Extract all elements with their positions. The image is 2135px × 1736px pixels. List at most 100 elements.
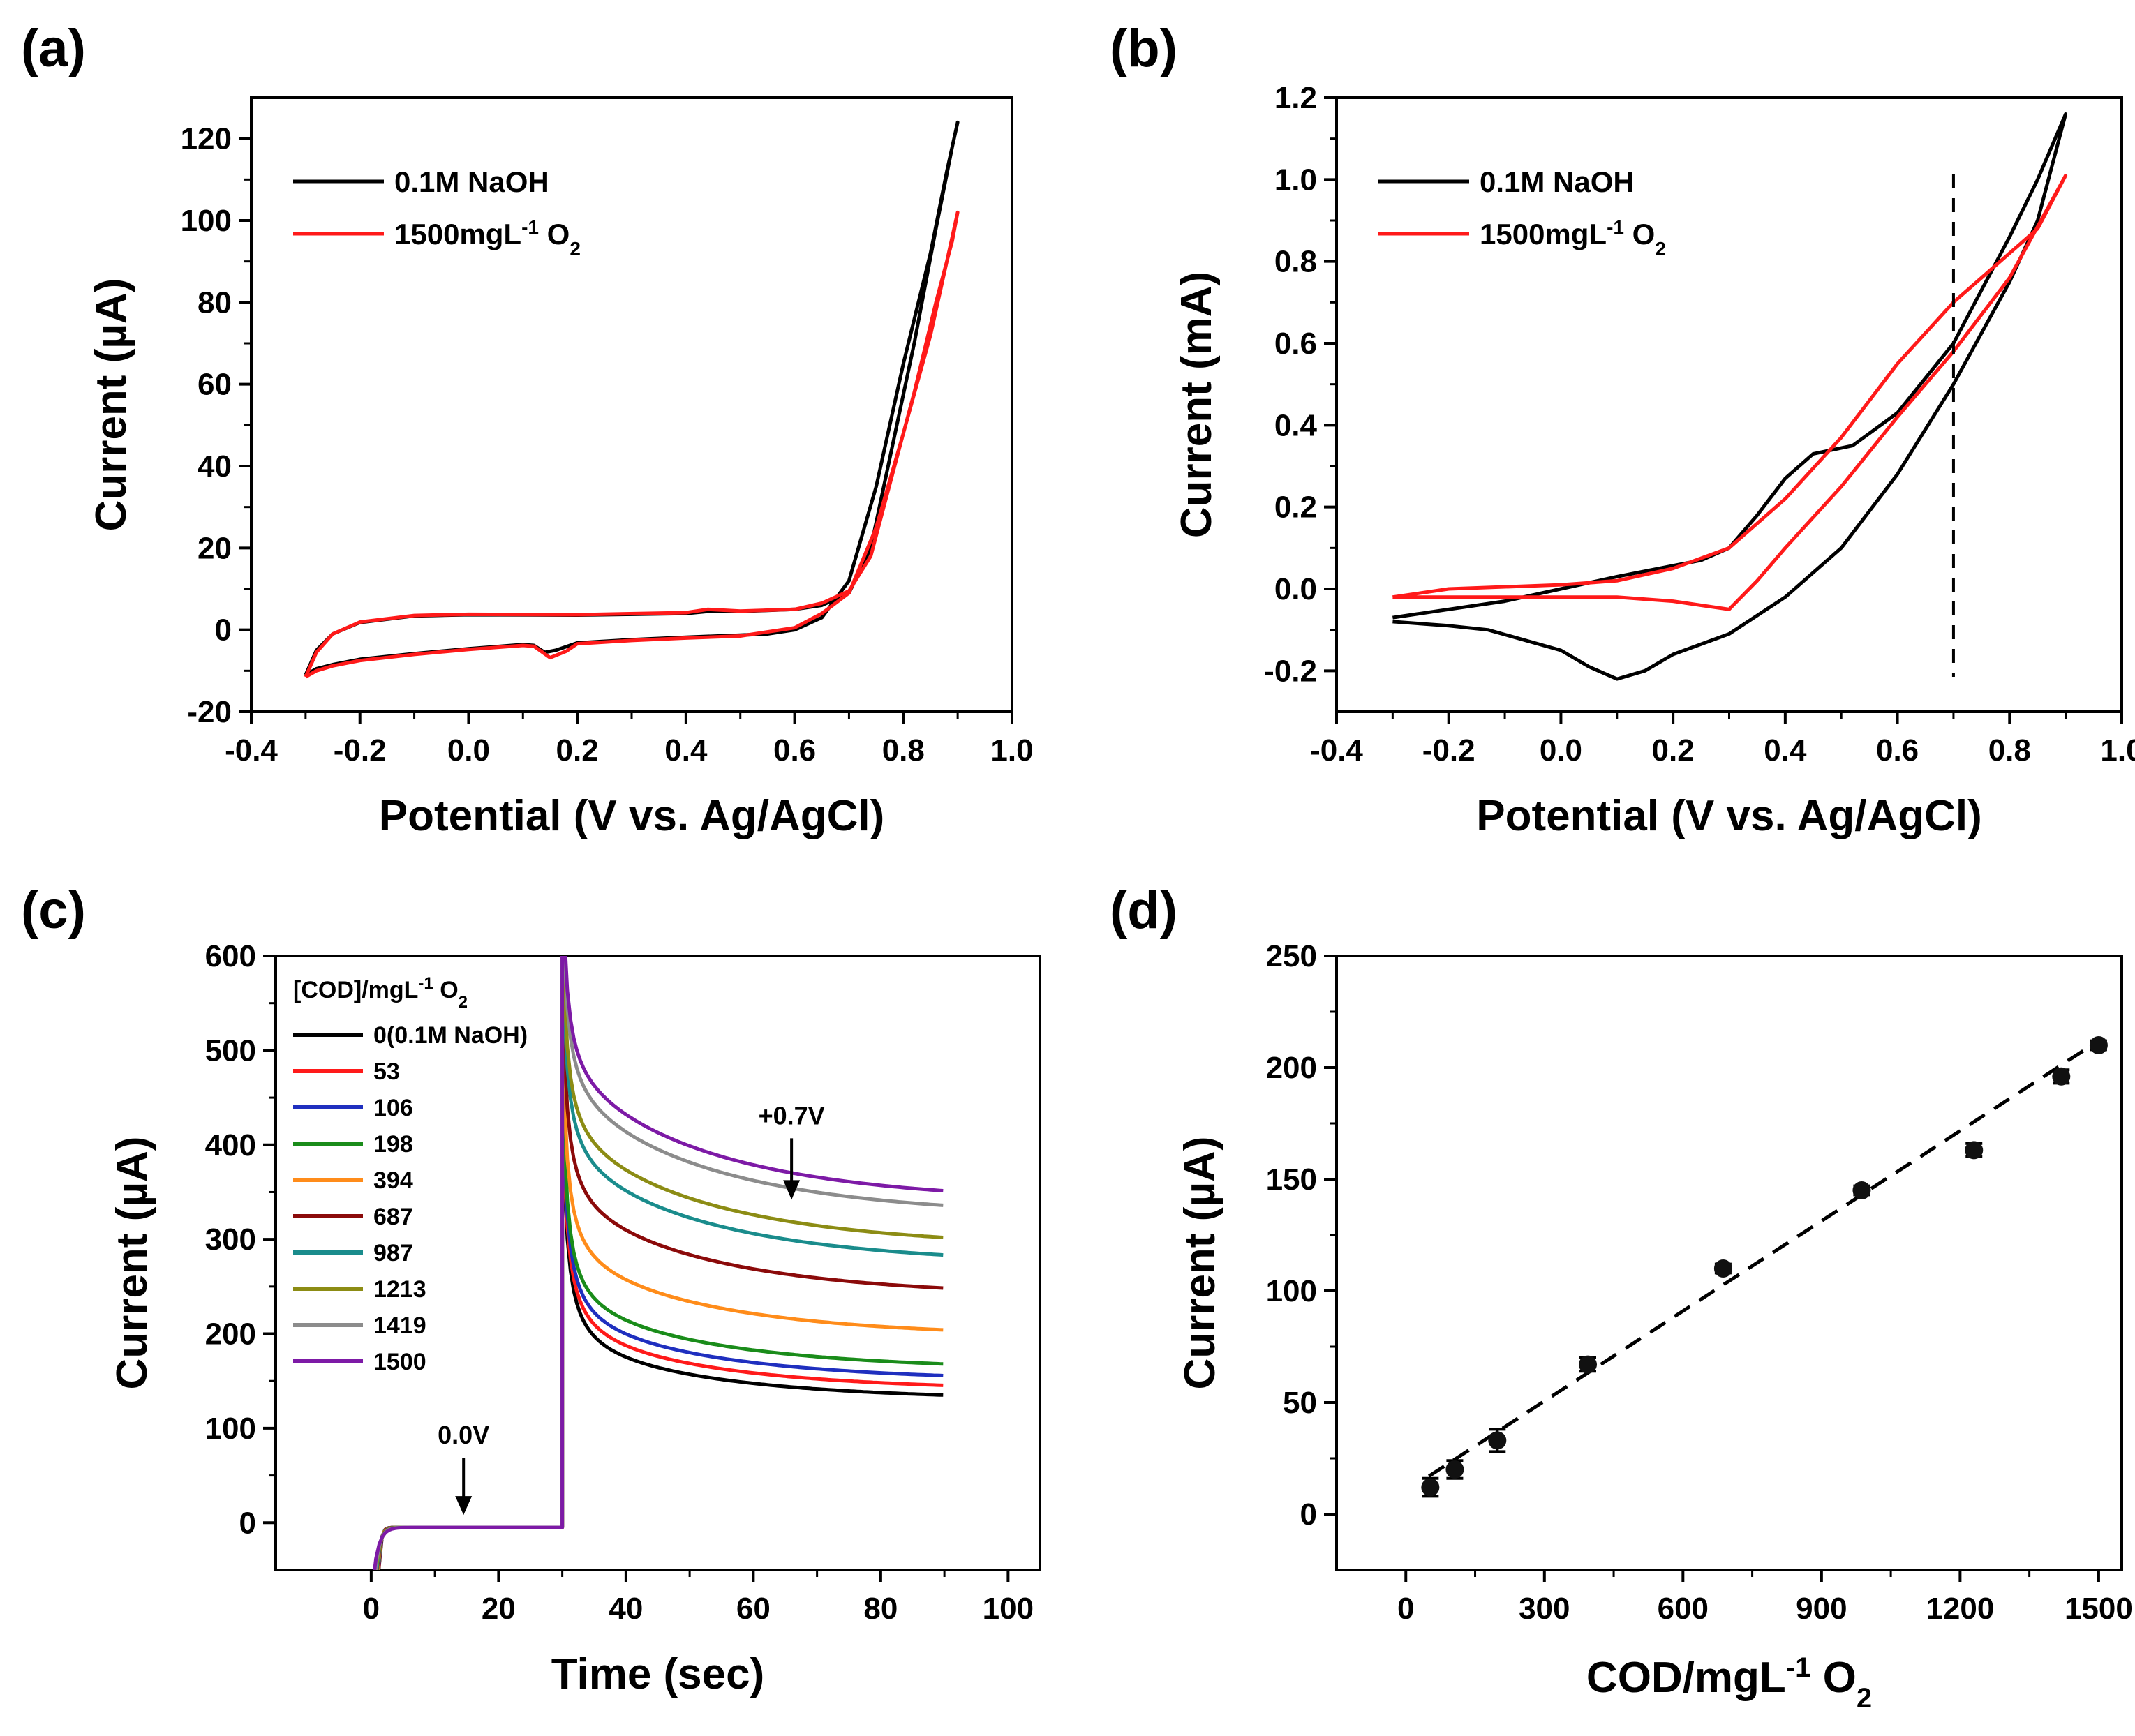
y-axis-title: Current (µA) xyxy=(108,1137,156,1390)
y-tick-label: 50 xyxy=(1283,1386,1317,1420)
legend-label: 0.1M NaOH xyxy=(1480,165,1635,198)
data-point xyxy=(1713,1259,1732,1278)
data-point xyxy=(1421,1478,1440,1497)
legend-title: [COD]/mgL-1 O2 xyxy=(293,974,468,1012)
panel-b: (b) -0.4 -0.2 0.0 0.2 0.4 0.6 0.8 1.0 -0.2 0.0 0.2 0… xyxy=(1110,19,2135,840)
x-axis-title: Potential (V vs. Ag/AgCl) xyxy=(379,792,885,840)
x-tick-label: 0.8 xyxy=(882,733,925,768)
x-tick-label: 0 xyxy=(363,1592,380,1626)
data-point xyxy=(1852,1181,1871,1199)
legend-label: 1500mgL-1 O2 xyxy=(394,216,581,260)
y-tick-label: 200 xyxy=(1266,1051,1317,1085)
x-tick-label: 600 xyxy=(1658,1592,1709,1626)
series-group xyxy=(373,956,944,1570)
x-tick-label: -0.4 xyxy=(1310,733,1363,768)
legend-title-part: 2 xyxy=(459,993,468,1012)
data-point xyxy=(2052,1067,2071,1086)
legend-label: 1500 xyxy=(373,1349,426,1375)
legend-label: 0(0.1M NaOH) xyxy=(373,1022,528,1049)
x-tick-label: 1200 xyxy=(1926,1592,1994,1626)
x-axis-title-part: O xyxy=(1810,1654,1856,1702)
panel-label: (a) xyxy=(21,19,86,78)
x-tick-label: -0.4 xyxy=(225,733,278,768)
legend-text-part: 2 xyxy=(570,238,581,260)
x-tick-label: 900 xyxy=(1796,1592,1847,1626)
y-tick-label: 0 xyxy=(215,613,232,648)
legend-label: 106 xyxy=(373,1095,413,1121)
legend-text-part: -1 xyxy=(1607,216,1624,238)
x-tick-label: 0.0 xyxy=(1540,733,1582,768)
y-tick-label: 20 xyxy=(198,531,232,565)
y-tick-label: 600 xyxy=(205,939,256,973)
legend-title-part: O xyxy=(433,977,459,1003)
series-group xyxy=(304,120,960,679)
x-tick-label: 300 xyxy=(1519,1592,1570,1626)
x-tick-label: -0.2 xyxy=(334,733,387,768)
y-axis-title: Current (µA) xyxy=(87,278,135,532)
x-axis-title-part: -1 xyxy=(1786,1652,1811,1683)
x-tick-label: 0.6 xyxy=(773,733,816,768)
legend-label: 987 xyxy=(373,1240,413,1266)
plot-frame xyxy=(274,955,1041,1571)
x-tick-label: 0.2 xyxy=(556,733,599,768)
x-tick-label: 1.0 xyxy=(2100,733,2135,768)
series-line-4 xyxy=(375,956,944,1570)
x-tick-label: 0.0 xyxy=(447,733,490,768)
x-axis-title-part: 2 xyxy=(1857,1683,1872,1714)
legend-title-part: -1 xyxy=(418,974,433,993)
series-line-1 xyxy=(376,956,944,1570)
legend-text-part: 1500mgL xyxy=(394,218,521,250)
x-tick-label: 20 xyxy=(482,1592,516,1626)
y-tick-label: 200 xyxy=(205,1317,256,1352)
plot-frame xyxy=(1335,96,2123,713)
y-tick-label: 500 xyxy=(205,1033,256,1068)
x-axis-title: Potential (V vs. Ag/AgCl) xyxy=(1476,792,1982,840)
legend-label: 1213 xyxy=(373,1276,426,1303)
x-tick-label: 0.4 xyxy=(1764,733,1807,768)
x-tick-label: 80 xyxy=(863,1592,898,1626)
x-tick-label: 1500 xyxy=(2065,1592,2133,1626)
data-point xyxy=(1965,1141,1984,1160)
y-tick-label: 1.0 xyxy=(1274,163,1317,197)
legend-title-part: [COD]/mgL xyxy=(293,977,418,1003)
series-line-3 xyxy=(376,956,944,1570)
x-tick-label: 60 xyxy=(736,1592,771,1626)
x-tick-label: 100 xyxy=(983,1592,1034,1626)
legend-label: 394 xyxy=(373,1167,413,1194)
y-tick-label: 80 xyxy=(198,285,232,320)
panel-d: (d) 0 300 600 900 1200 1500 0 50 100 150 200 250 COD/… xyxy=(1110,881,2133,1714)
y-tick-label: 300 xyxy=(205,1222,256,1257)
legend-text-part: 2 xyxy=(1655,238,1666,260)
series-line-0 xyxy=(377,956,944,1570)
legend-label: 0.1M NaOH xyxy=(394,165,549,198)
legend-text-part: O xyxy=(1624,218,1655,250)
x-tick-label: 40 xyxy=(609,1592,643,1626)
y-tick-label: -20 xyxy=(187,695,232,729)
series-line-0 xyxy=(1392,112,2068,681)
y-tick-label: 0.8 xyxy=(1274,245,1317,279)
arrow-head xyxy=(455,1496,473,1516)
x-axis-title-part: COD/mgL xyxy=(1586,1654,1786,1702)
series-line-1 xyxy=(1392,174,2068,611)
y-tick-label: 250 xyxy=(1266,939,1317,973)
legend-label: 53 xyxy=(373,1058,400,1085)
data-point xyxy=(1579,1355,1597,1374)
data-point xyxy=(2089,1036,2108,1054)
y-tick-label: 40 xyxy=(198,449,232,484)
annotation-label: +0.7V xyxy=(759,1101,825,1130)
x-tick-label: 0 xyxy=(1397,1592,1414,1626)
y-tick-label: 1.2 xyxy=(1274,81,1317,115)
y-tick-label: 60 xyxy=(198,368,232,402)
panel-a: (a) -0.4 -0.2 0.0 0.2 0.4 0.6 0.8 1.0 -20 0 20 40 60 8… xyxy=(21,19,1034,840)
y-tick-label: 100 xyxy=(181,204,232,238)
panel-label: (c) xyxy=(21,881,86,940)
plot-frame xyxy=(250,96,1013,713)
legend-label: 1419 xyxy=(373,1312,426,1339)
y-tick-label: 0 xyxy=(1300,1497,1317,1532)
legend-text-part: -1 xyxy=(521,216,539,238)
x-tick-label: 0.4 xyxy=(664,733,708,768)
y-tick-label: 150 xyxy=(1266,1162,1317,1197)
y-tick-label: 400 xyxy=(205,1128,256,1162)
annotation-label: 0.0V xyxy=(438,1421,489,1449)
x-axis-title: COD/mgL-1 O2 xyxy=(1586,1652,1872,1714)
